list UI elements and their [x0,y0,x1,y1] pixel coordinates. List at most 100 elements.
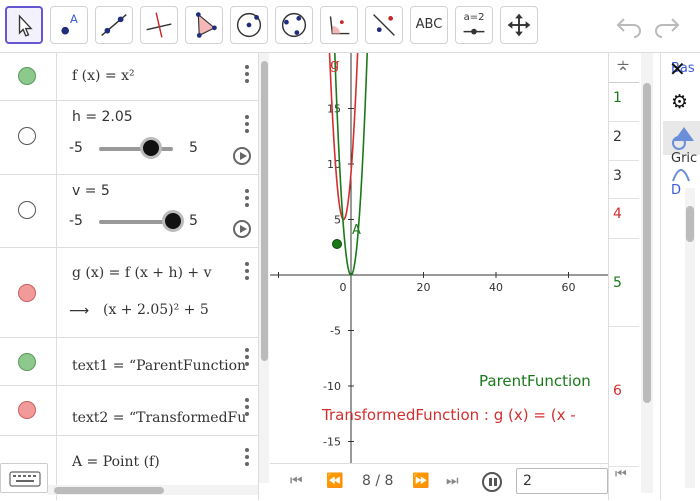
graphics-canvas[interactable]: 0 20 40 60 15 10 5 -5 -10 -15 g A Parent… [270,53,608,463]
circle-tool-button[interactable] [230,6,268,44]
circle-three-points-icon [281,12,307,38]
spreadsheet-scrollbar[interactable] [641,53,653,493]
svg-text:A: A [70,12,78,26]
row-header-2[interactable]: 2 [609,122,639,161]
point-icon: A [61,12,78,35]
algebra-row-g[interactable]: g (x) = f (x + h) + v ⟶ (x + 2.05)² + 5 [0,248,258,338]
reflect-icon [373,14,395,36]
panel-scrollbar[interactable] [685,188,695,488]
next-step-icon[interactable]: ⏩ [412,473,430,489]
undo-icon[interactable] [614,14,644,38]
first-step-icon[interactable]: ⏮ [290,473,303,489]
toolbar: A ABC a=2 [0,0,700,53]
point-tool-button[interactable]: A [50,6,88,44]
function-g-definition: g (x) = f (x + h) + v [72,265,212,281]
visibility-toggle-g[interactable] [18,284,36,302]
scroll-first-icon[interactable]: ⏮ [615,467,627,482]
last-step-icon[interactable]: ⏭ [446,473,459,489]
reflect-tool-button[interactable] [365,6,403,44]
slider-h-min: -5 [69,140,83,156]
text-tool-label: ABC [415,17,443,32]
play-speed-input[interactable] [516,468,608,494]
shape-style-icon [672,127,694,150]
panel-item-d[interactable]: D [671,183,682,198]
algebra-row-f[interactable]: f (x) = x² [0,53,258,101]
slider-v-track[interactable] [99,220,173,224]
point-A[interactable] [332,239,342,249]
graphics-view[interactable]: 0 20 40 60 15 10 5 -5 -10 -15 g A Parent… [270,53,608,463]
slider-tool-button[interactable]: a=2 [455,6,493,44]
visibility-toggle-v[interactable] [18,201,36,219]
redo-icon[interactable] [652,14,682,38]
spreadsheet-view: 1 2 3 4 5 6 ⏮ [608,53,661,500]
line-icon [101,14,127,36]
angle-tool-button[interactable] [320,6,358,44]
ellipse-tool-button[interactable] [275,6,313,44]
function-g-value: (x + 2.05)² + 5 [103,302,209,318]
panel-item-grid[interactable]: Gric [671,151,698,166]
point-A-definition: A = Point (f) [72,454,160,470]
perpendicular-tool-button[interactable] [140,6,178,44]
more-menu-icon[interactable] [245,189,249,210]
slider-v-knob[interactable] [162,210,184,232]
row-header-1[interactable]: 1 [609,83,639,122]
spreadsheet-corner [609,53,639,83]
angle-icon [329,16,350,35]
visibility-toggle-h[interactable] [18,127,36,145]
text-tool-button[interactable]: ABC [410,6,448,44]
parent-function-text[interactable]: ParentFunction [479,372,591,390]
row-header-4[interactable]: 4 [609,199,639,239]
algebra-horizontal-scrollbar[interactable] [48,485,258,495]
panel-tab-shape[interactable] [663,121,700,155]
slider-icon [463,28,485,35]
algebra-scrollbar[interactable] [259,53,269,483]
more-menu-icon[interactable] [245,65,249,86]
graph-f[interactable] [333,53,369,276]
scrollbar-thumb[interactable] [54,487,164,494]
play-animation-icon[interactable] [233,220,251,238]
more-menu-icon[interactable] [245,115,249,136]
algebra-view: f (x) = x² h = 2.05 -5 5 v = 5 -5 5 [0,53,259,500]
play-animation-icon[interactable] [233,147,251,165]
construction-protocol-navigation: ⏮ ⏪ 8 / 8 ⏩ ⏭ [270,463,608,501]
graph-g[interactable] [327,53,360,221]
scrollbar-thumb[interactable] [643,83,651,403]
slider-v-max: 5 [189,213,198,229]
line-tool-button[interactable] [95,6,133,44]
visibility-toggle-text2[interactable] [18,401,36,419]
transformed-function-text[interactable]: TransformedFunction : g (x) = (x - [321,406,576,424]
row-header-6[interactable]: 6 [609,327,639,467]
close-icon[interactable]: ✕ [669,57,686,81]
more-menu-icon[interactable] [245,348,249,369]
panel-item-basic[interactable]: Bas [671,61,695,76]
slider-h-max: 5 [189,140,198,156]
more-menu-icon[interactable] [245,398,249,419]
graph-style-icon [672,169,690,182]
row-header-3[interactable]: 3 [609,161,639,199]
scrollbar-thumb[interactable] [686,206,694,242]
row-header-5[interactable]: 5 [609,239,639,327]
spreadsheet-up-icon[interactable] [614,59,632,77]
move-graphics-tool-button[interactable] [500,6,538,44]
slider-h-knob[interactable] [140,137,163,159]
previous-step-icon[interactable]: ⏪ [326,473,344,489]
algebra-row-text1[interactable]: text1 = “ParentFunction [0,338,258,386]
slider-h-track[interactable] [99,147,173,151]
scrollbar-thumb[interactable] [261,61,268,361]
step-counter: 8 / 8 [362,473,394,489]
polygon-tool-button[interactable] [185,6,223,44]
keyboard-button[interactable] [0,463,48,493]
gear-icon[interactable]: ⚙ [671,91,689,113]
algebra-row-A[interactable]: A = Point (f) [0,436,258,500]
pause-icon[interactable] [482,472,502,492]
more-menu-icon[interactable] [245,262,249,283]
algebra-row-h[interactable]: h = 2.05 -5 5 [0,101,258,175]
visibility-toggle-f[interactable] [18,67,36,85]
algebra-row-text2[interactable]: text2 = “TransformedFu [0,386,258,436]
more-menu-icon[interactable] [245,448,249,469]
y-tick-label-15: 15 [327,103,341,116]
move-tool-button[interactable] [5,6,43,44]
slider-tool-label: a=2 [463,12,485,23]
visibility-toggle-text1[interactable] [18,353,36,371]
algebra-row-v[interactable]: v = 5 -5 5 [0,175,258,248]
